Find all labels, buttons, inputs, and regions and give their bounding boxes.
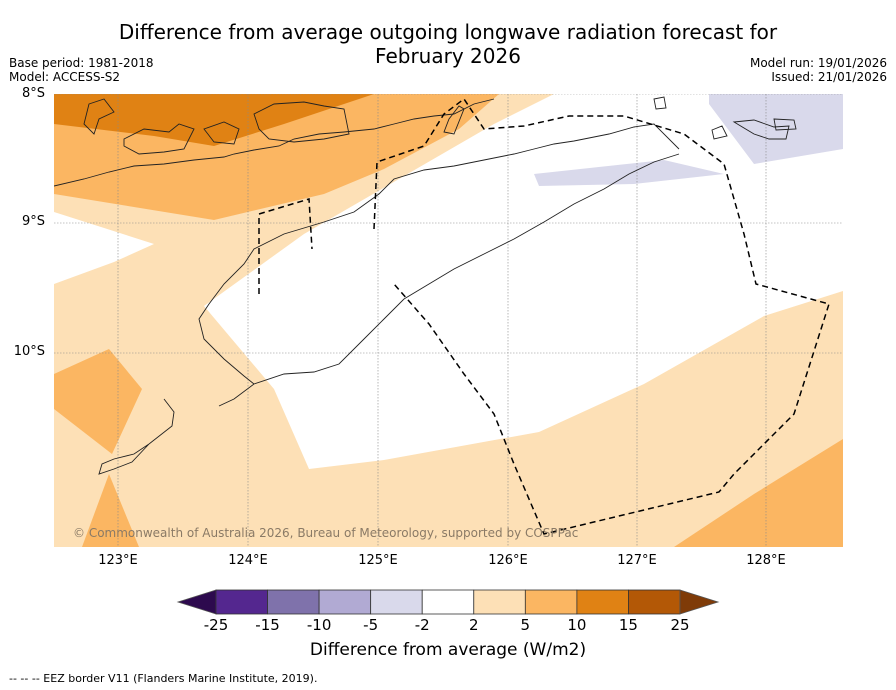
colorbar-tick-label: 10 [567,616,587,634]
gridlines [54,94,843,547]
base-period: Base period: 1981-2018 [9,56,154,70]
title-line-1: Difference from average outgoing longwav… [118,20,778,44]
colorbar-tick-label: -25 [203,616,229,634]
colorbar-tick-label: 2 [468,616,479,634]
colorbar-tick-label: -2 [414,616,430,634]
region-5-to-10-sw [82,474,139,547]
region-neutral [204,94,843,469]
map-panel[interactable] [54,94,843,547]
colorbar-bin [370,589,423,615]
colorbar-bin [421,589,475,615]
lon-label-125e: 125°E [358,553,398,568]
colorbar-bin [524,589,578,615]
coastlines [54,96,797,475]
copyright-notice: © Commonwealth of Australia 2026, Bureau… [73,526,579,540]
lon-label-124e: 124°E [228,553,268,568]
map-svg [54,94,843,547]
colorbar-bin [628,589,681,615]
title-line-2: February 2026 [375,44,521,68]
lat-label-8s: 8°S [21,86,45,101]
meta-left: Base period: 1981-2018 Model: ACCESS-S2 [9,56,154,84]
lon-label-127e: 127°E [617,553,657,568]
lat-label-9s: 9°S [21,214,45,229]
model-run: Model run: 19/01/2026 [749,56,887,70]
lat-label-10s: 10°S [13,344,45,359]
colorbar-bin [318,589,372,615]
colorbar-tick-label: -10 [306,616,332,634]
region-10-to-15 [54,94,374,146]
region-neutral-west [54,212,154,284]
chart-title: Difference from average outgoing longwav… [0,20,896,68]
colorbar-bin [576,589,629,615]
colorbar-over-arrow [679,589,720,615]
colorbar-bin [215,589,268,615]
colorbar-tick-label: -5 [363,616,379,634]
colorbar-tick-label: -15 [255,616,280,634]
model-name: Model: ACCESS-S2 [9,70,121,84]
lon-label-128e: 128°E [746,553,786,568]
colorbar-tick-label: 25 [670,616,690,634]
region-5-to-10-west [54,349,142,454]
colorbar-under-arrow [176,589,217,615]
meta-right: Model run: 19/01/2026 Issued: 21/01/2026 [750,56,887,84]
colorbar-tick-label: 15 [618,616,638,634]
eez-footnote: -- -- -- EEZ border V11 (Flanders Marine… [9,672,318,685]
issued-date: Issued: 21/01/2026 [771,70,887,84]
region-negative-savu [534,160,724,186]
region-5-to-10-se [674,439,843,547]
lon-label-123e: 123°E [98,553,138,568]
colorbar-bin [473,589,526,615]
colorbar-tick-label: 5 [520,616,531,634]
lon-label-126e: 126°E [488,553,528,568]
colorbar-bin [267,589,320,615]
colorbar-label: Difference from average (W/m2) [309,640,587,660]
eez-border [258,97,830,535]
